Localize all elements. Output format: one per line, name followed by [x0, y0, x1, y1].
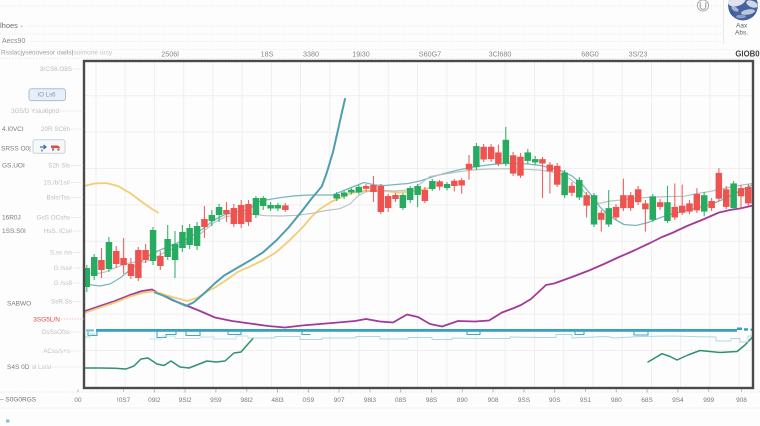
- svg-text:1SS.S0I: 1SS.S0I: [2, 228, 26, 235]
- svg-text:!0S7: !0S7: [117, 397, 131, 404]
- svg-text:999: 999: [703, 397, 714, 404]
- svg-text:G /ss#: G /ss#: [54, 265, 73, 272]
- svg-text:908: 908: [488, 397, 499, 404]
- svg-text:4.I0VCI: 4.I0VCI: [2, 126, 24, 133]
- svg-text:16R0J: 16R0J: [2, 215, 21, 222]
- svg-text:68S: 68S: [641, 397, 653, 404]
- svg-text:08S: 08S: [395, 397, 407, 404]
- svg-text:1S,/b/1s#: 1S,/b/1s#: [43, 180, 70, 187]
- svg-text:00: 00: [74, 397, 82, 404]
- svg-text:GS,UOI: GS,UOI: [2, 163, 25, 170]
- svg-text:GsS OCshs: GsS OCshs: [37, 215, 70, 222]
- svg-text:jsuimone urcy: jsuimone urcy: [71, 50, 113, 57]
- svg-text:907: 907: [334, 397, 345, 404]
- svg-text:– S0G0RGS: – S0G0RGS: [0, 397, 37, 404]
- svg-text:9S9: 9S9: [210, 397, 222, 404]
- svg-text:3G5/D Ystui6phd: 3G5/D Ystui6phd: [11, 108, 59, 115]
- svg-text:IO Ls6: IO Ls6: [37, 92, 56, 99]
- svg-text:S60G7: S60G7: [419, 50, 441, 59]
- svg-text:Aax: Aax: [736, 23, 748, 30]
- svg-text:S.ss /ss: S.ss /ss: [50, 250, 72, 257]
- svg-text:3rCS6.O8S: 3rCS6.O8S: [40, 66, 72, 73]
- svg-text:980: 980: [611, 397, 622, 404]
- svg-text:98S: 98S: [426, 397, 438, 404]
- svg-text:3SG5L/N: 3SG5L/N: [33, 317, 60, 324]
- svg-text:ACss/s+s: ACss/s+s: [43, 348, 70, 355]
- svg-text:3S/23: 3S/23: [629, 50, 648, 59]
- svg-text:BslsrTss: BslsrTss: [47, 195, 70, 202]
- svg-text:98l2: 98l2: [241, 397, 254, 404]
- svg-text:Aecs90: Aecs90: [2, 38, 25, 45]
- svg-text:S2h Sls: S2h Sls: [48, 163, 70, 170]
- svg-text:9SS: 9SS: [518, 397, 531, 404]
- svg-text:48l3: 48l3: [271, 397, 284, 404]
- svg-text:890: 890: [457, 397, 468, 404]
- svg-text:68G0: 68G0: [581, 50, 599, 59]
- svg-text:SABWO: SABWO: [7, 301, 31, 308]
- svg-text:18S: 18S: [261, 50, 274, 59]
- svg-text:lhoes: lhoes: [0, 21, 18, 30]
- svg-text:20R SC6h: 20R SC6h: [41, 126, 71, 133]
- svg-text:9S4: 9S4: [672, 397, 684, 404]
- svg-text:SRSS O0|: SRSS O0|: [1, 146, 31, 153]
- svg-text:908: 908: [736, 397, 747, 404]
- svg-text:90S: 90S: [549, 397, 561, 404]
- svg-text:G /ss8: G /ss8: [54, 280, 73, 287]
- svg-text:98l3: 98l3: [364, 397, 377, 404]
- svg-text:GlOB0: GlOB0: [735, 50, 760, 59]
- svg-text:HsS. ICs#: HsS. ICs#: [44, 228, 73, 235]
- svg-text:19i30: 19i30: [352, 50, 370, 59]
- svg-text:3Cl680: 3Cl680: [489, 50, 512, 59]
- svg-text:Abs.: Abs.: [735, 30, 749, 37]
- svg-text:OsSsOfss: OsSsOfss: [42, 329, 70, 336]
- svg-text:Rsslacjyseoovesor owilsl: Rsslacjyseoovesor owilsl: [1, 50, 73, 57]
- svg-text:S4S 0D: S4S 0D: [7, 364, 30, 371]
- svg-text:9Sl2: 9Sl2: [179, 397, 192, 404]
- svg-text:3380: 3380: [303, 50, 319, 59]
- svg-text:SsR.Ss: SsR.Ss: [51, 299, 72, 306]
- svg-text:9S1: 9S1: [580, 397, 592, 404]
- svg-text:09l2: 09l2: [148, 397, 161, 404]
- svg-text:2506l: 2506l: [161, 50, 179, 59]
- svg-text:0S9: 0S9: [303, 397, 315, 404]
- svg-text:sl Ls/sl: sl Ls/sl: [32, 364, 51, 371]
- svg-text:⌄: ⌄: [19, 23, 24, 29]
